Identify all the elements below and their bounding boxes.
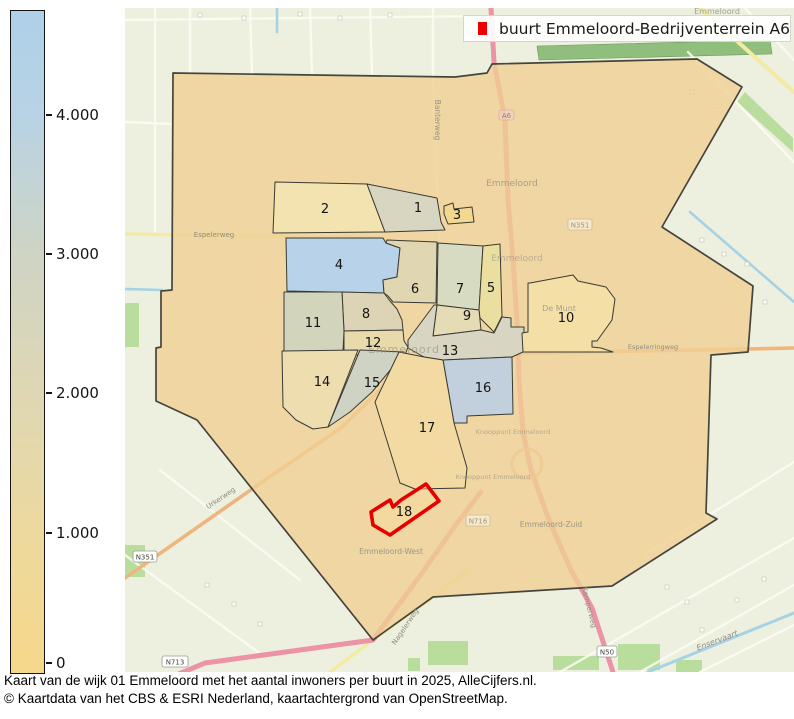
svg-text:N351: N351 (136, 554, 155, 562)
district-18-number: 18 (396, 505, 413, 520)
caption-attribution: © Kaartdata van het CBS & ESRI Nederland… (4, 691, 508, 706)
svg-text:N351: N351 (571, 222, 590, 230)
legend-swatch-rect (478, 22, 488, 35)
svg-text:N713: N713 (166, 659, 185, 667)
tick-label: 2.000 (56, 384, 99, 402)
district-17-number: 17 (419, 421, 436, 436)
badge-n351-faint: N351 (567, 218, 593, 231)
road-badges: N351 N713 N50 N351 N716 A6 (132, 109, 618, 668)
city-label-emmeloord-north: Emmeloord (486, 179, 538, 189)
district-12-number: 12 (365, 336, 382, 351)
district-3-polygon[interactable] (443, 202, 475, 225)
legend-label: buurt Emmeloord-Bedrijventerrein A6 (499, 19, 790, 38)
district-1-polygon[interactable] (366, 183, 446, 233)
tick-mark (46, 662, 52, 664)
district-number-labels: 1 2 3 4 5 6 7 8 9 10 11 12 13 14 15 16 1… (305, 201, 575, 520)
badge-a6-faint: A6 (498, 109, 515, 121)
district-11-number: 11 (305, 316, 322, 331)
city-label-emmeloord-center: Emmeloord (368, 343, 440, 356)
tick-label: 1.000 (56, 524, 99, 542)
district-2-number: 2 (321, 202, 329, 217)
district-15-polygon[interactable] (327, 349, 405, 428)
tick-mark (46, 532, 52, 534)
district-16-number: 16 (475, 381, 492, 396)
area-label-emmeloord-zuid: Emmeloord-Zuid (520, 520, 583, 529)
legend-color-swatch (478, 22, 488, 35)
district-3-number: 3 (453, 208, 461, 223)
tick-label: 4.000 (56, 106, 99, 124)
district-7-polygon[interactable] (436, 242, 484, 311)
tick-mark (46, 392, 52, 394)
district-9-number: 9 (463, 309, 471, 324)
district-1-number: 1 (414, 201, 422, 216)
district-18-highlight-polygon[interactable] (369, 482, 441, 537)
junction-label-knooppunt-2: Knooppunt Emmeloord (456, 473, 531, 481)
district-17-polygon[interactable] (374, 351, 468, 490)
badge-n713: N713 (161, 655, 189, 668)
district-6-number: 6 (411, 282, 419, 297)
street-label-espelerringweg: Espelerringweg (628, 343, 678, 351)
city-label-emmeloord-mid: Emmeloord (491, 254, 543, 264)
tick-mark (46, 114, 52, 116)
area-label-de-munt: De Munt (542, 304, 576, 313)
colorbar-gradient (10, 10, 45, 674)
caption-title: Kaart van de wijk 01 Emmeloord met het a… (4, 673, 537, 688)
tick-label: 0 (56, 654, 66, 672)
district-8-number: 8 (362, 307, 370, 322)
area-label-emmeloord-west: Emmeloord-West (359, 547, 423, 556)
district-10-polygon[interactable] (521, 274, 616, 353)
district-7-number: 7 (456, 282, 464, 297)
badge-n716-faint: N716 (465, 514, 491, 527)
district-14-number: 14 (314, 375, 331, 390)
district-10-number: 10 (558, 311, 575, 326)
district-4-number: 4 (335, 258, 343, 273)
badge-n351: N351 (132, 550, 158, 563)
district-polygons (272, 181, 616, 490)
street-label-espelerweg: Espelerweg (194, 231, 234, 239)
district-14-polygon[interactable] (281, 349, 359, 430)
svg-text:N716: N716 (469, 518, 488, 526)
tick-mark (46, 253, 52, 255)
district-13-number: 13 (442, 344, 459, 359)
colorbar: 4.000 3.000 2.000 1.000 0 (10, 10, 125, 675)
district-5-number: 5 (487, 281, 495, 296)
map-canvas[interactable]: Emmeloord Emmeloord Emmeloord Emmeloord … (125, 8, 794, 672)
map-legend: buurt Emmeloord-Bedrijventerrein A6 (463, 15, 791, 42)
city-label-emmeloord-ne: Emmeloord (694, 8, 740, 16)
district-15-number: 15 (364, 376, 381, 391)
badge-n50: N50 (596, 645, 618, 658)
tick-label: 3.000 (56, 245, 99, 263)
svg-text:A6: A6 (502, 112, 512, 120)
street-label-banterweg: Banterweg (433, 100, 442, 141)
junction-label-knooppunt-1: Knooppunt Emmeloord (476, 428, 551, 436)
svg-text:N50: N50 (600, 649, 614, 657)
